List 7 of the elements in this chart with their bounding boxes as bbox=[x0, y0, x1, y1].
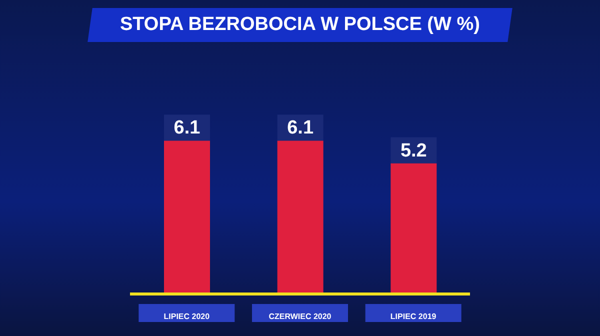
x-tick-label: LIPIEC 2019 bbox=[390, 312, 437, 321]
data-label: 5.2 bbox=[400, 140, 427, 162]
chart-title: STOPA BEZROBOCIA W POLSCE (W %) bbox=[120, 14, 480, 36]
x-tick-label: CZERWIEC 2020 bbox=[268, 312, 332, 321]
data-label: 6.1 bbox=[174, 118, 201, 139]
x-tick-label: LIPIEC 2020 bbox=[164, 312, 210, 321]
data-label: 6.1 bbox=[287, 118, 314, 139]
